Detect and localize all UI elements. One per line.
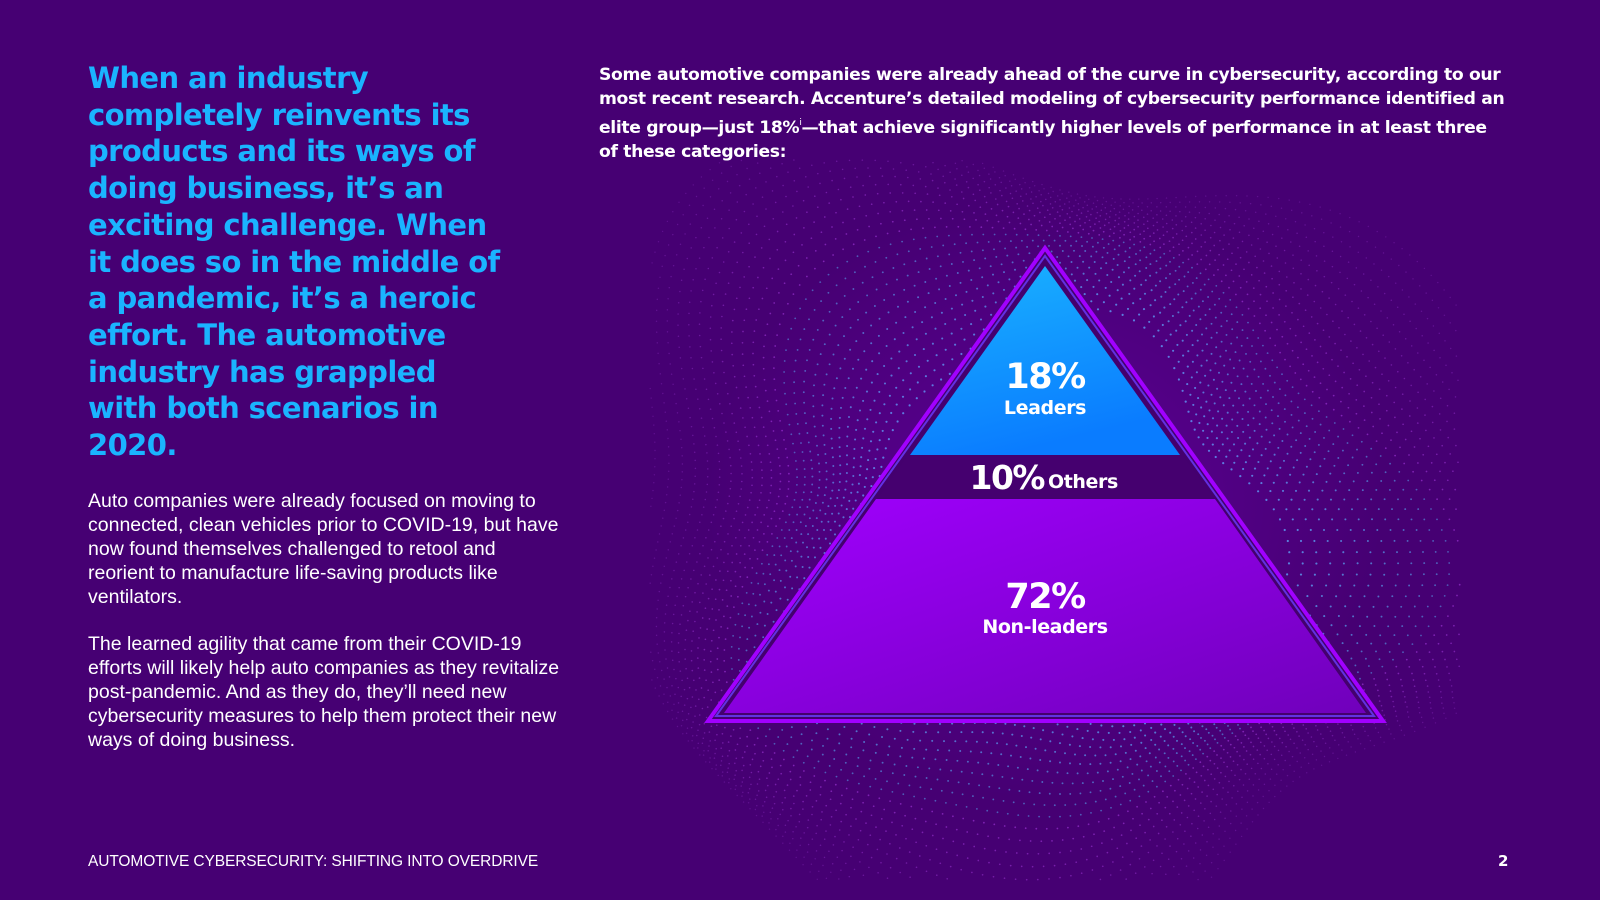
non-leaders-tier: [724, 499, 1366, 713]
others-label: Others: [1048, 471, 1118, 493]
headline: When an industry completely reinvents it…: [88, 61, 500, 463]
leaders-label: Leaders: [1004, 397, 1086, 419]
others-tier: [878, 456, 1214, 498]
others-value: 10%: [970, 458, 1046, 497]
footer-document-title: AUTOMOTIVE CYBERSECURITY: SHIFTING INTO …: [88, 853, 539, 870]
leaders-value: 18%: [1005, 357, 1085, 397]
non-leaders-value: 72%: [1005, 577, 1085, 617]
body-paragraph-1: Auto companies were already focused on m…: [88, 490, 559, 608]
intro-paragraph: Some automotive companies were already a…: [599, 63, 1509, 164]
intro-text-end: —that achieve significantly higher level…: [599, 118, 1487, 162]
intro-text-start: Some automotive companies were already a…: [599, 65, 1505, 138]
pyramid-inner-outline: [714, 254, 1376, 717]
leaders-tier: [910, 266, 1180, 455]
non-leaders-label: Non-leaders: [982, 616, 1107, 638]
body-paragraph-2: The learned agility that came from their…: [88, 633, 560, 751]
footnote-marker[interactable]: i: [799, 118, 802, 128]
page-number: 2: [1498, 852, 1509, 870]
